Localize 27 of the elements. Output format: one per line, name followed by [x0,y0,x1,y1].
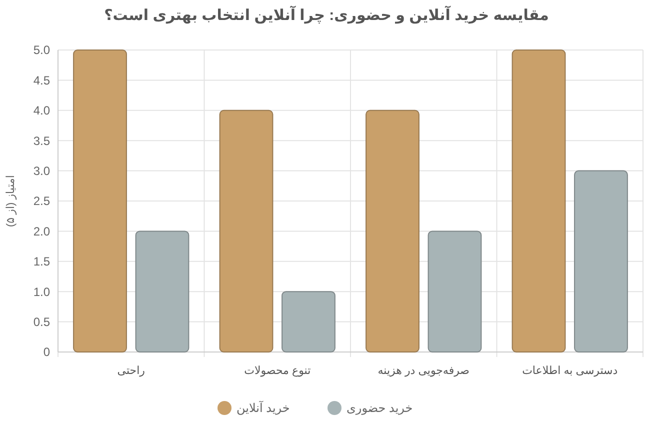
bar [135,230,190,352]
y-tick-label: 2.5 [33,194,50,208]
y-tick-label: 5.0 [33,43,50,58]
bar [512,50,566,352]
y-axis-title: امتیاز (از ۵) [5,175,17,227]
bar [366,110,420,352]
legend-label: خرید حضوری [346,401,413,416]
x-tick-label: دسترسی به اطلاعات [522,365,618,377]
y-tick-label: 2.0 [33,224,50,238]
bar [574,170,628,352]
x-tick-label: راحتی [117,365,145,377]
y-tick-label: 4.0 [33,104,50,118]
bar [282,291,336,352]
y-tick-label: 3.0 [33,164,50,178]
bar [219,110,274,352]
x-tick-label: صرفه‌جویی در هزینه [378,365,470,377]
chart-title: مقایسه خرید آنلاین و حضوری: چرا آنلاین انتخاب بهتری است؟ [104,5,549,24]
y-tick-label: 0.5 [33,315,50,329]
bar [73,50,127,352]
y-tick-label: 1.5 [33,254,50,269]
y-tick-label: 1.0 [33,284,50,299]
y-tick-label: 0 [43,345,50,360]
bar [428,230,482,352]
y-tick-label: 3.5 [33,134,50,148]
legend-label: خرید آنلاین [236,400,290,416]
x-tick-label: تنوع محصولات [244,365,311,377]
y-tick-label: 4.5 [33,73,50,88]
